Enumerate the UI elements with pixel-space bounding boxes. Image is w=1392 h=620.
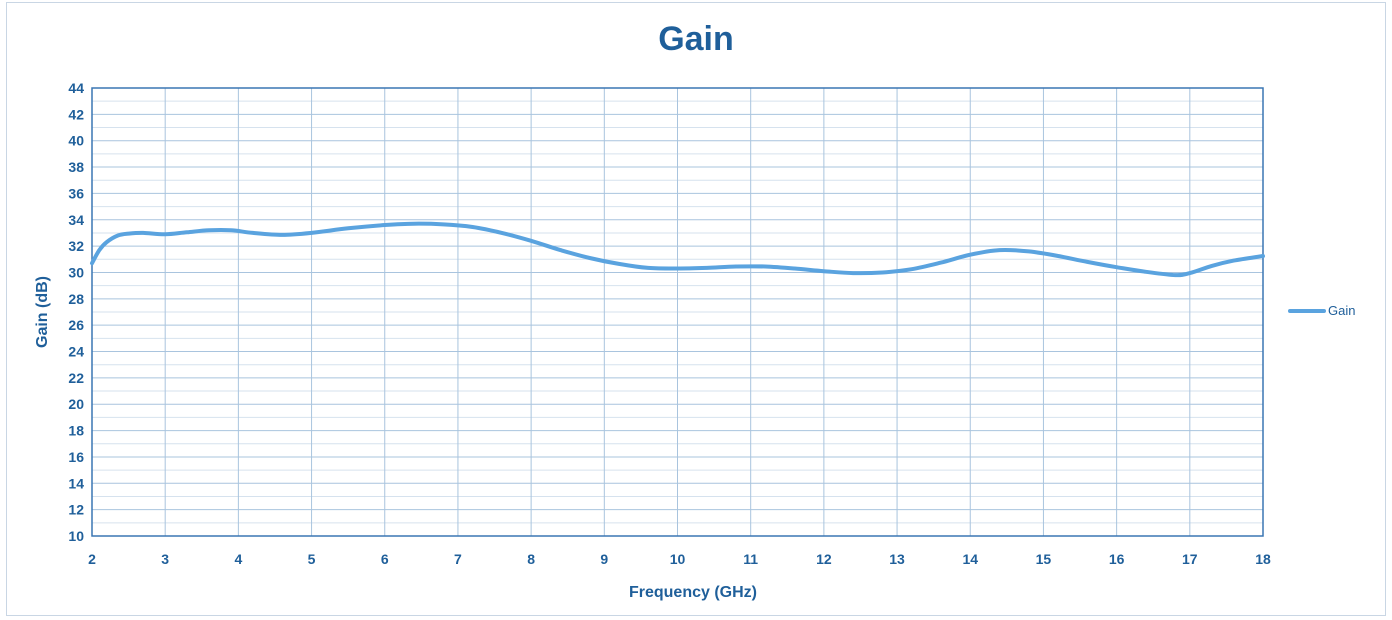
- y-tick-label: 26: [68, 317, 84, 333]
- x-tick-label: 14: [962, 551, 978, 567]
- y-tick-label: 18: [68, 423, 84, 439]
- y-tick-label: 28: [68, 291, 84, 307]
- y-tick-label: 42: [68, 106, 84, 122]
- x-tick-label: 9: [600, 551, 608, 567]
- chart-title: Gain: [658, 20, 734, 58]
- x-tick-label: 7: [454, 551, 462, 567]
- y-tick-labels: 10 12 14 16 18 20 22 24 26 28 30 32 34 36 38 40 42 44: [68, 80, 84, 544]
- x-tick-label: 10: [670, 551, 686, 567]
- x-tick-label: 12: [816, 551, 832, 567]
- x-tick-label: 8: [527, 551, 535, 567]
- x-tick-label: 15: [1036, 551, 1052, 567]
- x-tick-label: 11: [743, 551, 758, 567]
- x-tick-label: 2: [88, 551, 96, 567]
- y-tick-label: 32: [68, 238, 84, 254]
- x-tick-label: 3: [161, 551, 169, 567]
- y-tick-label: 24: [68, 344, 84, 360]
- y-axis-label: Gain (dB): [34, 276, 51, 348]
- y-tick-label: 30: [68, 264, 84, 280]
- y-tick-label: 14: [68, 475, 84, 491]
- x-tick-labels: 2 3 4 5 6 7 8 9 10 11 12 13 14 15 16 17 18: [88, 551, 1271, 567]
- x-tick-label: 17: [1182, 551, 1198, 567]
- y-tick-label: 22: [68, 370, 84, 386]
- x-tick-label: 16: [1109, 551, 1125, 567]
- y-tick-label: 34: [68, 212, 84, 228]
- plot-area-border: [91, 87, 1264, 537]
- x-tick-label: 18: [1255, 551, 1271, 567]
- y-tick-label: 20: [68, 396, 84, 412]
- y-tick-label: 44: [68, 80, 84, 96]
- x-tick-label: 6: [381, 551, 389, 567]
- grid-lines: [91, 87, 1264, 537]
- y-tick-label: 40: [68, 133, 84, 149]
- x-tick-label: 13: [889, 551, 905, 567]
- x-axis-label: Frequency (GHz): [629, 584, 757, 601]
- y-tick-label: 12: [68, 502, 84, 518]
- x-tick-label: 5: [308, 551, 316, 567]
- chart-frame: [6, 2, 1386, 616]
- x-tick-label: 4: [234, 551, 242, 567]
- y-tick-label: 16: [68, 449, 84, 465]
- y-tick-label: 10: [68, 528, 84, 544]
- series-line-gain: [90, 221, 1265, 278]
- y-tick-label: 36: [68, 185, 84, 201]
- y-tick-label: 38: [68, 159, 84, 175]
- legend-label-gain: Gain: [1328, 303, 1355, 318]
